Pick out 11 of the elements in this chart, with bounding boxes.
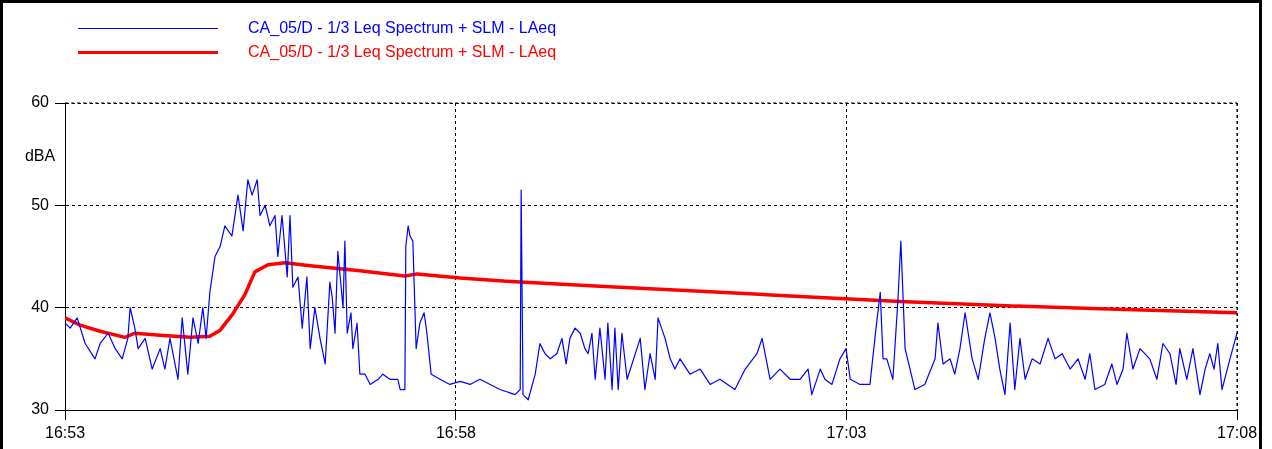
x-tick-label: 17:08: [1216, 424, 1258, 442]
y-axis-title: dBA: [24, 147, 56, 165]
y-tick-label: 60: [31, 93, 50, 111]
x-tick-label: 17:03: [826, 424, 867, 442]
text: CA_05/D - 1/3 Leq Spectrum + SLM - LAeq: [248, 19, 557, 37]
x-tick-label: 16:53: [44, 424, 86, 442]
text: CA_05/D - 1/3 Leq Spectrum + SLM - LAeq: [248, 43, 557, 61]
y-tick-label: 40: [31, 298, 50, 316]
x-tick-label: 16:58: [435, 424, 477, 442]
y-tick-label: 50: [31, 195, 50, 213]
y-tick-label: 30: [31, 400, 50, 418]
